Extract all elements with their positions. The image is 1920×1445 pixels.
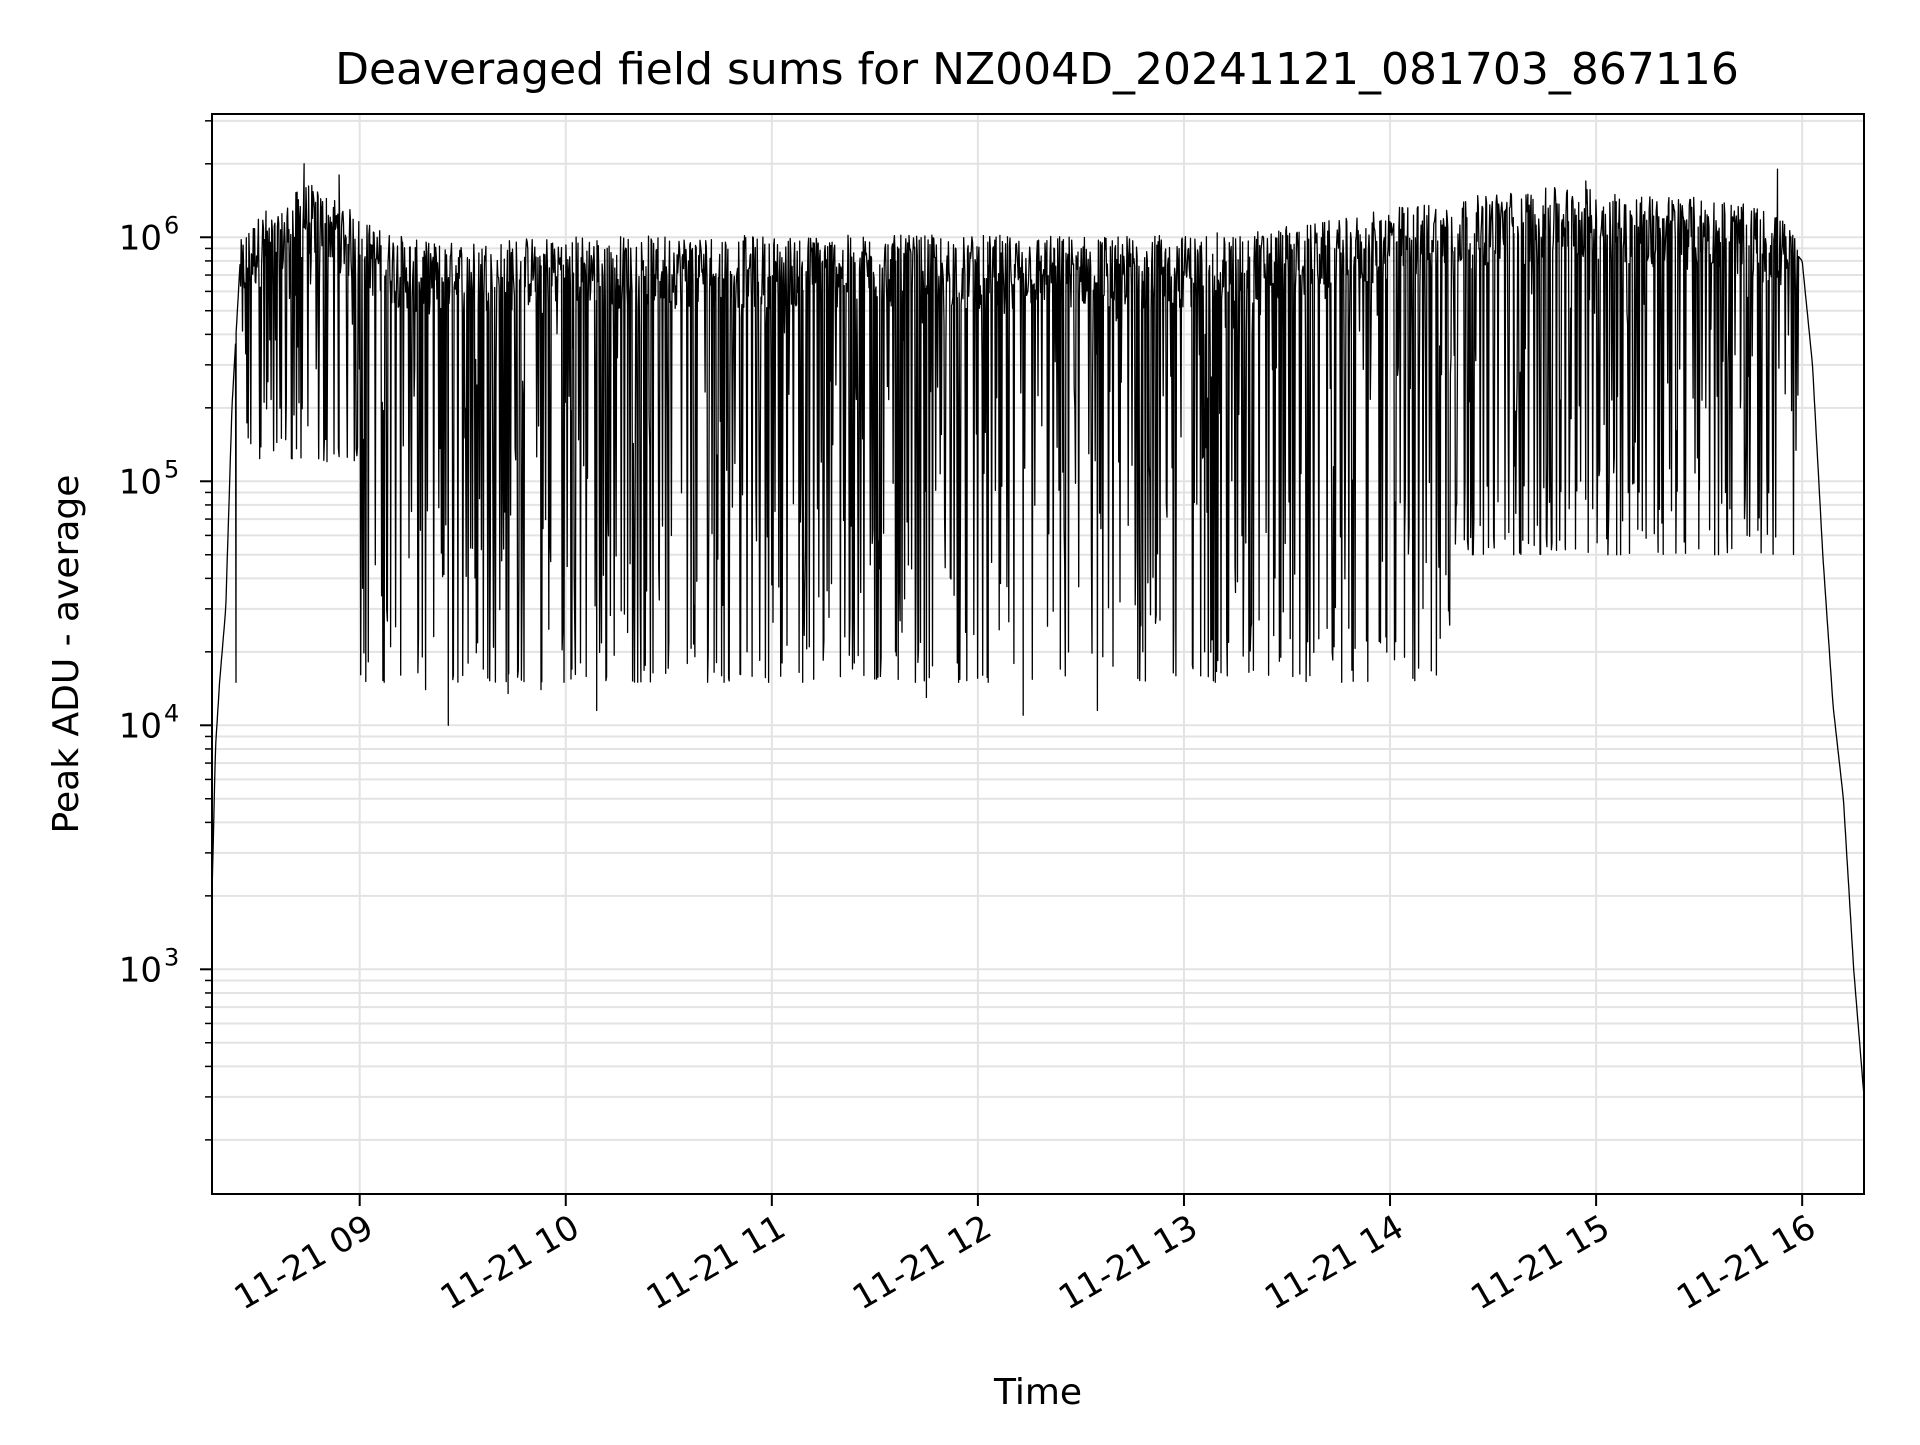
- y-tick-base: 10: [119, 218, 162, 258]
- series-line: [211, 163, 1865, 1097]
- plot-frame: [211, 113, 1865, 1195]
- y-tick-exponent: 5: [164, 455, 179, 483]
- y-tick-label: 10: [119, 706, 162, 746]
- y-tick-base: 10: [119, 706, 162, 746]
- y-tick-label: 10: [119, 218, 162, 258]
- y-tick-label: 10: [119, 950, 162, 990]
- y-tick-exponent: 3: [164, 943, 179, 971]
- y-tick-exponent: 6: [164, 211, 179, 239]
- series-layer: [211, 163, 1865, 1097]
- chart-title: Deaveraged field sums for NZ004D_2024112…: [335, 44, 1739, 95]
- x-axis-label: Time: [993, 1372, 1082, 1413]
- y-tick-base: 10: [119, 950, 162, 990]
- y-axis-label: Peak ADU - average: [46, 475, 87, 834]
- y-tick-base: 10: [119, 462, 162, 502]
- y-tick-exponent: 4: [164, 699, 179, 727]
- y-tick-label: 10: [119, 462, 162, 502]
